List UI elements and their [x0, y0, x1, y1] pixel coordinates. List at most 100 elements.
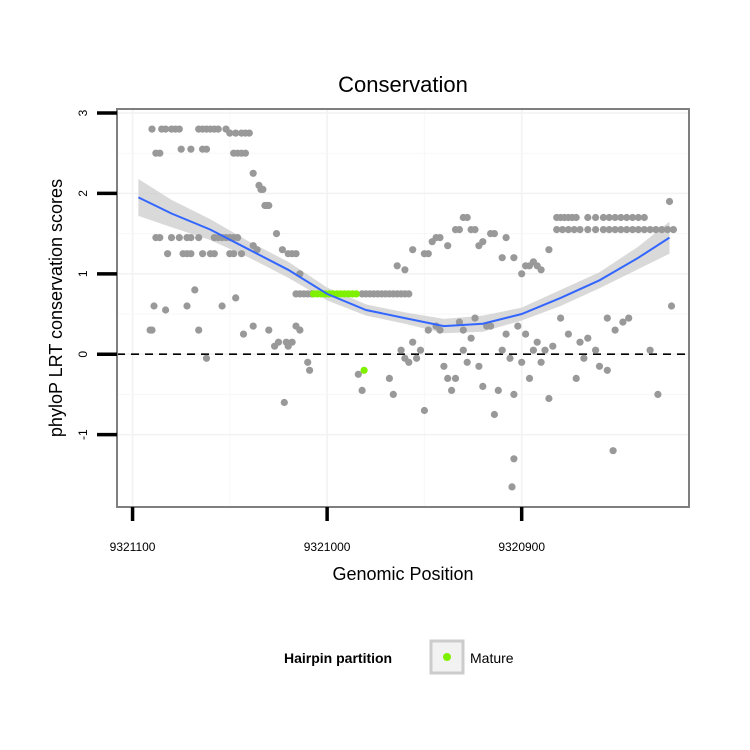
point-other-36	[278, 246, 286, 254]
point-other-124	[448, 386, 456, 394]
point-other-14	[232, 129, 240, 137]
point-other-70	[162, 306, 170, 314]
point-other-165	[518, 358, 526, 366]
point-other-198	[634, 213, 643, 222]
x-axis-ticks: 9321100 9321000 9320900	[110, 507, 545, 554]
point-other-219	[669, 226, 678, 234]
point-other-69	[150, 302, 158, 310]
point-other-68	[146, 326, 154, 334]
point-other-154	[475, 362, 483, 370]
point-other-168	[529, 346, 538, 354]
point-other-233	[654, 390, 662, 398]
point-other-5	[175, 125, 183, 133]
point-other-170	[537, 358, 545, 366]
point-other-158	[490, 410, 498, 419]
point-other-190	[584, 213, 592, 222]
point-other-167	[525, 374, 534, 382]
point-other-56	[187, 250, 195, 258]
point-other-151	[463, 358, 471, 366]
point-other-173	[549, 342, 557, 350]
point-other-218	[664, 226, 672, 234]
point-other-148	[502, 234, 510, 242]
point-other-108	[354, 370, 362, 378]
point-other-234	[564, 330, 573, 338]
point-other-73	[195, 326, 203, 334]
point-other-126	[455, 318, 463, 326]
point-other-235	[572, 374, 580, 382]
point-other-189	[572, 213, 580, 222]
y-axis-title: phyloP LRT conservation scores	[46, 179, 66, 437]
point-other-117	[416, 346, 425, 354]
point-other-62	[237, 250, 246, 258]
point-other-79	[265, 326, 273, 334]
point-other-166	[522, 330, 530, 338]
plot-panel	[117, 109, 689, 507]
point-other-207	[599, 226, 608, 234]
point-other-155	[479, 382, 487, 390]
point-other-42	[175, 234, 183, 242]
point-other-76	[232, 294, 240, 302]
point-other-147	[498, 254, 506, 262]
point-other-229	[595, 362, 604, 370]
point-other-202	[564, 226, 573, 234]
point-other-40	[156, 234, 164, 242]
point-other-228	[625, 314, 633, 322]
y-tick-label-2: 1	[76, 270, 90, 277]
point-other-232	[646, 346, 654, 354]
point-other-31	[259, 185, 267, 193]
point-other-136	[444, 242, 452, 250]
point-other-236	[580, 354, 588, 362]
point-other-71	[183, 302, 191, 310]
point-other-230	[603, 366, 611, 374]
x-tick-label-2: 9320900	[498, 540, 545, 554]
point-other-45	[195, 234, 203, 242]
point-other-203	[570, 226, 578, 234]
point-other-146	[490, 230, 498, 238]
point-other-27	[202, 145, 211, 153]
panel-border	[116, 108, 690, 508]
point-other-176	[508, 483, 516, 491]
point-other-66	[292, 250, 300, 258]
point-other-160	[498, 346, 506, 354]
point-other-75	[218, 302, 226, 310]
point-other-84	[288, 338, 296, 346]
point-other-161	[502, 330, 510, 338]
point-other-116	[413, 354, 421, 362]
legend-mature-marker	[443, 653, 451, 661]
point-other-53	[164, 250, 172, 258]
point-other-57	[199, 250, 207, 258]
point-other-140	[463, 213, 471, 222]
point-other-157	[487, 322, 495, 330]
point-other-125	[451, 374, 460, 382]
point-mature-12	[360, 366, 368, 374]
point-other-210	[617, 226, 625, 234]
point-other-200	[553, 226, 561, 234]
point-other-41	[167, 234, 176, 242]
point-other-171	[541, 346, 549, 354]
point-other-11	[214, 125, 222, 133]
point-other-118	[420, 406, 428, 415]
point-other-74	[202, 354, 211, 362]
point-other-208	[605, 226, 613, 234]
point-other-224	[592, 346, 600, 354]
point-other-23	[241, 149, 249, 157]
point-other-201	[558, 226, 567, 234]
point-other-61	[230, 250, 238, 258]
point-other-215	[646, 226, 654, 234]
chart-title: Conservation	[338, 72, 468, 97]
point-other-72	[191, 286, 199, 294]
legend: Hairpin partition Mature	[284, 639, 514, 675]
point-other-205	[584, 226, 592, 234]
point-other-216	[652, 226, 660, 234]
point-other-222	[576, 338, 584, 346]
point-other-88	[304, 358, 312, 366]
point-other-149	[510, 254, 518, 262]
point-other-175	[510, 455, 518, 463]
point-other-13	[226, 129, 234, 137]
point-other-220	[665, 197, 674, 206]
point-other-164	[514, 322, 522, 330]
legend-label-mature: Mature	[470, 650, 514, 666]
point-other-130	[409, 246, 417, 254]
point-other-128	[393, 262, 401, 270]
